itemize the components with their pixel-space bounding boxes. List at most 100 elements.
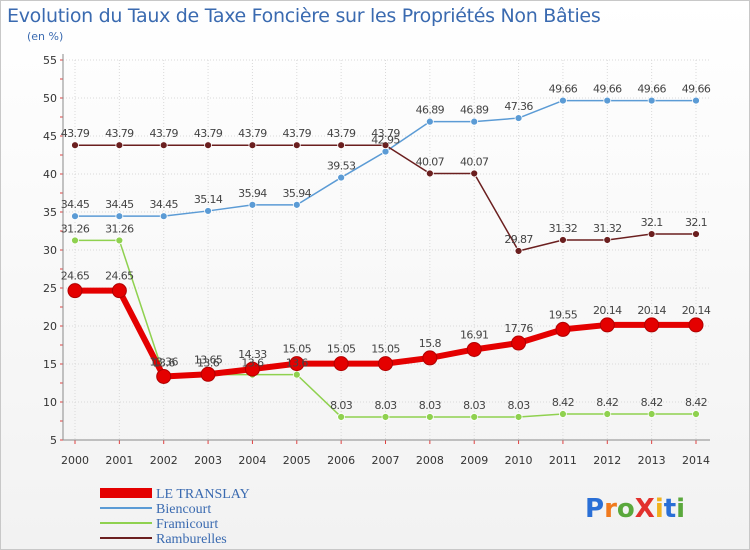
x-tick-label: 2006: [327, 454, 355, 467]
y-tick-label: 40: [43, 168, 57, 181]
logo-letter: i: [676, 494, 685, 524]
data-point-ramburelles: [692, 230, 700, 238]
data-point-ramburelles: [115, 141, 124, 150]
data-label-le-translay: 15.05: [283, 343, 312, 356]
axes: 5 10 15 20 25 30 35 40 45 50 55 2000 2001 2002 2003 200…: [43, 54, 710, 467]
data-point-framicourt: [514, 413, 523, 421]
data-label-biencourt: 39.53: [327, 160, 356, 173]
data-label-framicourt: 31.26: [61, 222, 90, 235]
data-label-framicourt: 13.6: [153, 357, 176, 370]
data-point-biencourt: [470, 117, 479, 126]
data-label-le-translay: 15.05: [371, 343, 400, 356]
data-point-le-translay: [333, 356, 349, 372]
y-tick-label: 50: [43, 92, 57, 105]
data-point-le-translay: [599, 317, 615, 333]
x-tick-label: 2002: [150, 454, 178, 467]
data-label-le-translay: 24.65: [105, 270, 134, 283]
chart-title: Evolution du Taux de Taxe Foncière sur l…: [7, 5, 601, 27]
data-point-le-translay: [67, 283, 83, 299]
data-labels: 24.65 24.65 13.36 13.65 14.33 15.05 15.05 15.05…: [61, 83, 712, 412]
data-point-ramburelles: [292, 141, 301, 150]
data-label-le-translay: 15.8: [419, 337, 442, 350]
data-label-ramburelles: 40.07: [416, 155, 445, 168]
data-point-ramburelles: [71, 141, 79, 150]
data-label-le-translay: 13.36: [149, 355, 178, 368]
data-point-le-translay: [644, 317, 660, 333]
data-point-biencourt: [248, 200, 257, 209]
data-label-ramburelles: 43.79: [149, 127, 178, 140]
logo-text: ProXiti: [585, 494, 685, 524]
x-tick-label: 2007: [372, 454, 400, 467]
data-label-le-translay: 16.91: [460, 328, 489, 341]
data-point-le-translay: [688, 317, 704, 333]
data-label-biencourt: 35.94: [283, 187, 312, 200]
x-tick-label: 2012: [593, 454, 621, 467]
data-label-framicourt: 8.42: [641, 396, 663, 409]
data-label-framicourt: 13.6: [197, 357, 220, 370]
data-point-biencourt: [115, 212, 124, 221]
data-label-biencourt: 47.36: [504, 100, 533, 113]
data-point-le-translay: [466, 341, 482, 357]
y-axis-unit: (en %): [27, 30, 64, 43]
data-label-ramburelles: 43.79: [371, 127, 400, 140]
data-point-framicourt: [692, 410, 700, 418]
x-tick-label: 2000: [61, 454, 89, 467]
data-label-framicourt: 8.42: [552, 396, 574, 409]
data-point-framicourt: [559, 410, 567, 418]
data-label-biencourt: 34.45: [149, 198, 178, 211]
data-label-le-translay: 13.65: [194, 353, 223, 366]
data-label-le-translay: 24.65: [61, 270, 90, 283]
y-tick-label: 20: [43, 320, 57, 333]
data-point-ramburelles: [559, 236, 567, 244]
data-point-biencourt: [204, 207, 212, 215]
data-point-biencourt: [514, 114, 523, 122]
data-label-ramburelles: 43.79: [61, 127, 90, 140]
logo-letter: r: [604, 494, 617, 524]
data-label-le-translay: 20.14: [593, 304, 622, 317]
data-label-biencourt: 42.95: [371, 134, 400, 147]
data-point-ramburelles: [647, 230, 656, 238]
y-tick-label: 35: [43, 206, 57, 219]
data-label-biencourt: 35.14: [194, 193, 223, 206]
x-tick-label: 2009: [460, 454, 488, 467]
legend-label-framicourt: Framicourt: [156, 517, 218, 532]
data-point-framicourt: [381, 413, 390, 421]
data-point-biencourt: [381, 147, 390, 156]
data-label-ramburelles: 43.79: [238, 127, 267, 140]
data-point-ramburelles: [248, 141, 257, 150]
data-point-biencourt: [337, 173, 346, 182]
data-point-le-translay: [289, 356, 305, 372]
x-tick-label: 2013: [638, 454, 666, 467]
legend-label-ramburelles: Ramburelles: [156, 532, 227, 547]
data-point-ramburelles: [159, 141, 168, 150]
data-point-framicourt: [647, 410, 656, 418]
data-label-le-translay: 19.55: [549, 308, 578, 321]
data-point-framicourt: [603, 410, 612, 418]
logo-letter: X: [635, 494, 655, 524]
y-tick-label: 25: [43, 282, 57, 295]
data-label-ramburelles: 32.1: [685, 216, 707, 229]
data-point-biencourt: [71, 212, 79, 221]
data-label-biencourt: 49.66: [682, 83, 711, 96]
x-tick-label: 2005: [283, 454, 311, 467]
x-tick-label: 2001: [105, 454, 133, 467]
legend-label-le-translay: LE TRANSLAY: [156, 487, 250, 502]
data-label-ramburelles: 31.32: [549, 222, 578, 235]
logo-letter: i: [655, 494, 664, 524]
data-label-ramburelles: 43.79: [283, 127, 312, 140]
data-point-le-translay: [200, 366, 216, 382]
data-point-ramburelles: [514, 247, 523, 255]
data-point-le-translay: [244, 361, 260, 377]
y-tick-label: 5: [50, 434, 57, 447]
data-label-framicourt: 8.03: [330, 399, 353, 412]
data-label-framicourt: 8.42: [685, 396, 707, 409]
legend: LE TRANSLAYBiencourtFramicourtRamburelle…: [100, 487, 250, 547]
data-point-le-translay: [156, 368, 172, 384]
data-point-ramburelles: [337, 141, 346, 150]
data-point-framicourt: [425, 413, 434, 421]
data-label-biencourt: 34.45: [61, 198, 90, 211]
data-point-biencourt: [647, 96, 656, 105]
x-tick-label: 2014: [682, 454, 710, 467]
